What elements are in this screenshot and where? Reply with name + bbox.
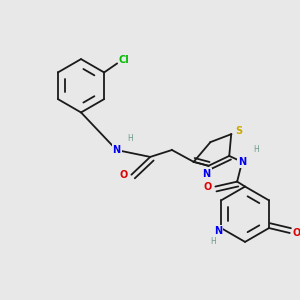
Text: S: S: [236, 126, 243, 136]
Text: N: N: [112, 145, 121, 155]
Text: H: H: [210, 237, 216, 246]
Text: N: N: [214, 226, 222, 236]
Text: N: N: [202, 169, 211, 179]
Text: Cl: Cl: [118, 55, 129, 64]
Text: O: O: [292, 228, 300, 238]
Text: H: H: [128, 134, 133, 142]
Text: O: O: [203, 182, 211, 192]
Text: H: H: [253, 146, 259, 154]
Text: N: N: [238, 157, 246, 167]
Text: O: O: [119, 170, 128, 180]
